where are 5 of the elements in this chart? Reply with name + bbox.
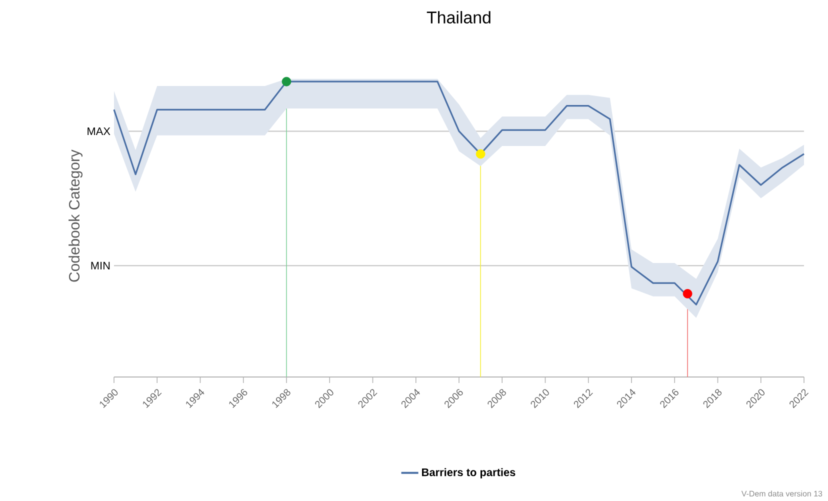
ref-line-label: MIN [91, 262, 110, 270]
ref-line-label: MAX [88, 127, 110, 135]
legend-label: Barriers to parties [422, 468, 516, 478]
y-axis-title: Codebook Category [68, 150, 82, 282]
chart-title: Thailand [426, 11, 490, 24]
